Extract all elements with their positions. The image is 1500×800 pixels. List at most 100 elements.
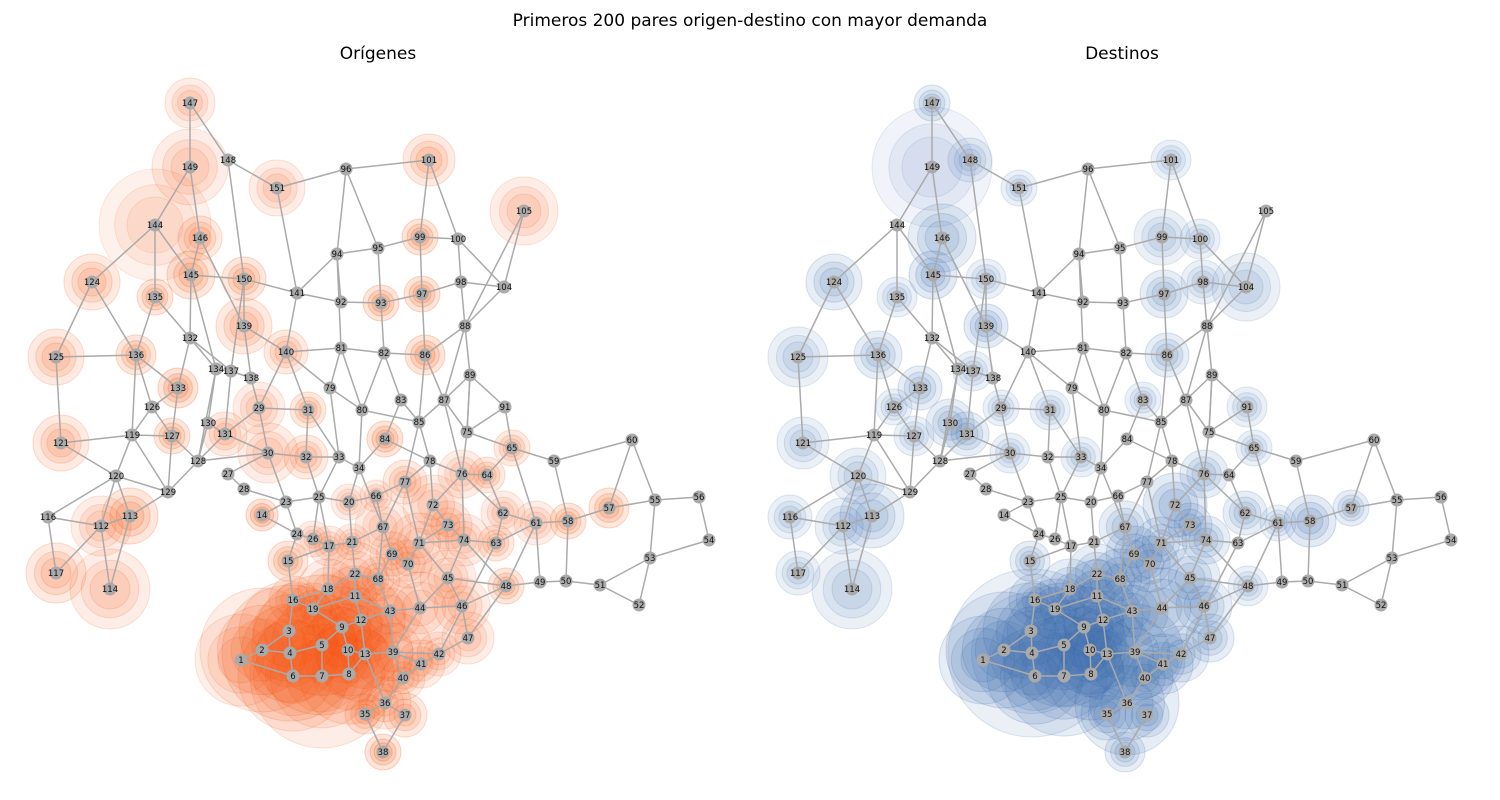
destination-edge-71-45 (1160, 542, 1191, 579)
destination-edge-30-27 (969, 452, 1011, 475)
destination-node-label-62: 62 (1240, 509, 1251, 519)
origin-edge-100-98 (457, 238, 462, 283)
origin-edge-141-94 (296, 253, 338, 294)
destination-edge-79-33 (1071, 387, 1082, 458)
origin-edge-75-76 (461, 431, 468, 475)
destination-edge-150-137 (972, 278, 987, 372)
destination-node-label-57: 57 (1346, 504, 1357, 514)
origin-node-label-139: 139 (236, 322, 252, 332)
destination-edge-54-53 (1391, 539, 1452, 559)
destination-node-label-32: 32 (1043, 453, 1054, 463)
origin-edge-78-72 (429, 460, 434, 506)
destination-node-label-68: 68 (1115, 575, 1126, 585)
destination-edge-46-48 (1203, 585, 1249, 607)
destination-edge-85-78 (1160, 421, 1173, 462)
destination-node-label-87: 87 (1181, 396, 1192, 406)
origin-node-label-3: 3 (286, 627, 291, 637)
destination-edge-81-79 (1071, 347, 1084, 389)
destination-edge-113-114 (851, 515, 873, 590)
origin-node-label-26: 26 (308, 535, 319, 545)
origin-edge-93-97 (380, 293, 423, 304)
origin-node-5 (315, 638, 329, 652)
destination-edge-88-87 (1185, 325, 1208, 401)
destination-node-69 (1127, 547, 1141, 561)
origin-node-label-50: 50 (561, 577, 572, 587)
origin-node-82 (377, 346, 391, 360)
origin-edge-25-26 (312, 496, 320, 540)
origin-edge-88-86 (424, 325, 466, 356)
origin-node-22 (348, 567, 362, 581)
origin-node-50 (559, 574, 573, 588)
destination-node-label-137: 137 (965, 367, 981, 377)
origin-edge-128-30 (197, 452, 269, 462)
origin-edge-140-29 (258, 351, 287, 409)
origin-node-69 (385, 547, 399, 561)
origin-node-33 (332, 450, 346, 464)
origin-edge-85-77 (404, 421, 420, 483)
destination-node-140 (1021, 345, 1035, 359)
origin-node-18 (321, 582, 335, 596)
destination-node-8 (1084, 667, 1098, 681)
destination-edge-62-64 (1228, 474, 1246, 514)
destination-node-label-97: 97 (1159, 290, 1170, 300)
origin-node-65 (505, 441, 519, 455)
destination-edge-120-129 (857, 475, 911, 493)
origin-edge-105-104 (503, 210, 525, 288)
origin-node-23 (279, 495, 293, 509)
origin-node-81 (334, 341, 348, 355)
destination-node-16 (1028, 593, 1042, 607)
destination-node-25 (1054, 490, 1068, 504)
origin-edge-13-36 (364, 653, 386, 704)
origin-node-label-37: 37 (400, 711, 411, 721)
destination-node-label-127: 127 (906, 432, 922, 442)
destination-node-23 (1021, 495, 1035, 509)
origin-edge-101-100 (428, 159, 459, 240)
origin-edge-144-124 (91, 224, 156, 283)
origin-edge-82-80 (361, 352, 385, 411)
destination-edge-112-117 (797, 525, 844, 574)
destination-node-139 (979, 319, 993, 333)
origin-edge-46-48 (461, 585, 507, 607)
destination-node-18 (1063, 582, 1077, 596)
destination-node-136 (871, 348, 885, 362)
destination-node-52 (1374, 598, 1388, 612)
origin-node-25 (312, 490, 326, 504)
origin-node-64 (480, 468, 494, 482)
origin-node-28 (237, 482, 251, 496)
destination-node-20 (1084, 495, 1098, 509)
destination-node-label-50: 50 (1303, 577, 1314, 587)
origin-node-label-79: 79 (325, 384, 336, 394)
destination-edge-25-17 (1060, 496, 1072, 547)
destination-node-label-59: 59 (1291, 457, 1302, 467)
origin-node-112 (94, 519, 108, 533)
destination-edge-131-29 (966, 407, 1002, 435)
origin-node-14 (255, 508, 269, 522)
destination-edge-77-67 (1124, 481, 1148, 528)
destination-edge-95-99 (1119, 236, 1163, 249)
destination-node-60 (1367, 433, 1381, 447)
origin-node-label-132: 132 (182, 334, 198, 344)
origin-node-67 (376, 520, 390, 534)
origin-node-label-22: 22 (350, 570, 361, 580)
destination-node-81 (1076, 341, 1090, 355)
destination-node-label-144: 144 (889, 221, 905, 231)
destination-edge-116-117 (789, 516, 799, 574)
destination-node-113 (865, 509, 879, 523)
origin-edge-124-125 (55, 281, 93, 358)
destination-node-label-13: 13 (1102, 650, 1113, 660)
origin-edge-81-79 (329, 347, 342, 389)
destination-node-label-91: 91 (1242, 403, 1253, 413)
origin-node-72 (426, 498, 440, 512)
destination-node-label-148: 148 (962, 156, 978, 166)
destination-edge-136-133 (877, 354, 921, 389)
origin-node-label-49: 49 (535, 578, 546, 588)
destination-node-36 (1120, 696, 1134, 710)
destination-node-label-151: 151 (1011, 184, 1027, 194)
destination-node-119 (867, 428, 881, 442)
origin-edge-1-6 (240, 659, 294, 677)
destination-node-46 (1197, 599, 1211, 613)
destination-node-label-130: 130 (942, 419, 958, 429)
destination-edge-86-87 (1166, 354, 1187, 401)
origin-node-124 (85, 275, 99, 289)
origin-edge-11-19 (312, 595, 356, 610)
